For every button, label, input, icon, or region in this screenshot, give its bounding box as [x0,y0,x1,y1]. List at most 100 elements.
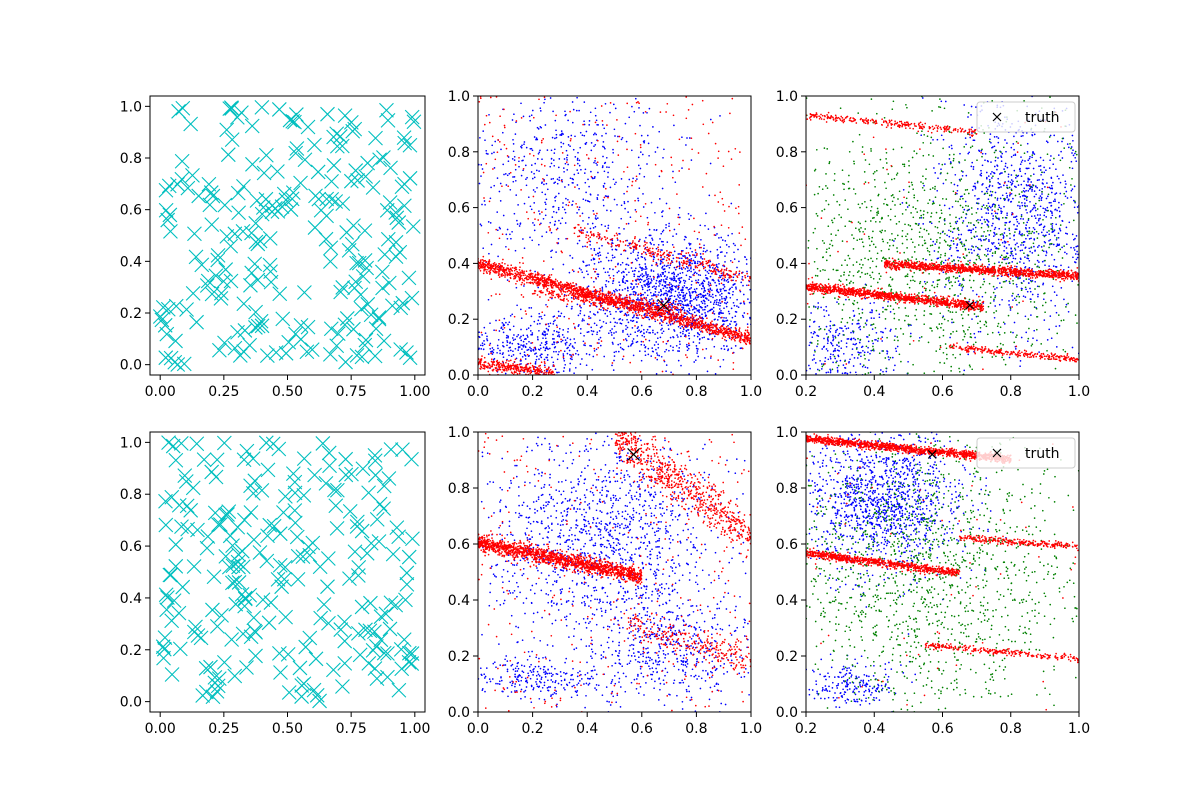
x-marker-point [175,100,191,116]
x-marker-point [196,452,212,467]
x-marker-point [227,574,243,590]
x-marker-point [248,648,263,664]
y-tick-label: 0.0 [120,695,142,711]
x-marker-point [307,137,322,153]
x-marker-point [349,255,364,271]
x-marker-point [383,160,398,176]
x-marker-point [248,624,263,640]
y-tick-label: 1.0 [448,89,470,105]
x-marker-point [376,645,392,661]
x-marker-point [277,559,293,575]
x-tick-label: 0.75 [336,721,367,737]
dot-markers [806,433,1079,711]
x-marker-point [399,565,415,581]
x-marker-point [405,219,421,234]
x-marker-point [244,265,260,281]
x-marker-point [168,333,183,349]
legend-marker [992,112,1002,122]
x-marker-point [337,633,353,649]
x-marker-point [335,280,351,295]
x-marker-point [206,569,222,585]
x-marker-point [300,319,316,335]
x-marker-point [189,436,205,452]
x-marker-point [383,595,399,611]
x-marker-point [391,682,407,698]
x-marker-point [397,176,412,192]
x-marker-point [345,123,361,139]
x-marker-point [264,204,280,220]
x-marker-point [247,256,263,272]
x-marker-point [159,326,175,342]
x-marker-point [396,632,412,648]
x-marker-point [277,488,293,504]
x-tick-label: 0.2 [795,384,817,400]
x-marker-point [297,152,313,168]
x-marker-point [381,471,397,486]
x-marker-point [243,505,259,520]
x-marker-point [378,606,394,622]
x-marker-point [204,217,220,233]
x-marker-point [260,462,276,478]
x-marker-point [218,549,234,564]
x-marker-point [230,519,246,535]
x-tick-label: 0.8 [1000,721,1022,737]
x-marker-point [219,122,235,138]
x-marker-point [199,278,215,293]
x-marker-point [207,505,223,521]
x-marker-point [285,113,301,129]
x-marker-point [255,200,271,215]
x-marker-point [316,597,332,612]
y-tick-label: 0.0 [776,368,798,384]
x-marker-point [214,607,229,623]
x-marker-point [401,645,417,661]
x-marker-point [185,285,201,301]
x-marker-point [203,659,218,675]
x-marker-point [338,354,353,370]
x-marker-point [183,116,199,132]
x-marker-point [405,531,420,547]
x-marker-point [351,255,367,271]
x-marker-point [318,475,334,491]
x-tick-label: 0.2 [521,384,543,400]
y-tick-label: 0.8 [448,145,470,161]
y-tick-label: 0.0 [448,705,470,721]
plot-area [806,96,1079,375]
y-tick-label: 0.4 [448,256,470,272]
x-marker-point [271,441,287,457]
x-marker-point [394,661,410,677]
x-marker-point [368,467,383,483]
x-marker-point [307,220,323,235]
x-marker-point [350,173,365,188]
x-marker-point [292,660,308,676]
x-marker-point [174,519,189,534]
x-tick-label: 1.0 [740,384,762,400]
x-marker-point [306,682,322,698]
y-tick-label: 1.0 [120,99,142,115]
legend-box [976,101,1076,133]
x-marker-point [321,615,336,631]
x-tick-label: 0.4 [576,384,598,400]
x-marker-point [179,498,195,514]
x-marker-point [211,342,227,358]
x-marker-point [242,587,258,603]
x-marker-point [391,529,407,545]
x-marker-point [204,464,220,480]
x-marker-point [221,559,237,575]
x-marker-point [246,610,262,626]
x-marker-point [338,467,354,483]
x-marker-point [352,647,368,663]
x-marker-point [343,173,359,189]
x-marker-point [395,442,410,458]
x-marker-point [383,442,399,457]
panel-bottom-middle: 0.0 0.2 0.4 0.6 0.8 1.0 0.0 0.2 0.4 0.6 0.8 1.0 [448,425,762,737]
x-marker-point [320,579,335,595]
x-marker-point [261,615,277,631]
x-marker-point [342,503,358,519]
x-tick-label: 0.0 [467,721,489,737]
x-marker-point [163,350,179,366]
x-marker-point [369,511,385,527]
x-marker-point [339,311,355,326]
y-tick-label: 1.0 [120,435,142,451]
x-marker-point [159,602,175,618]
x-tick-label: 0.4 [863,721,885,737]
